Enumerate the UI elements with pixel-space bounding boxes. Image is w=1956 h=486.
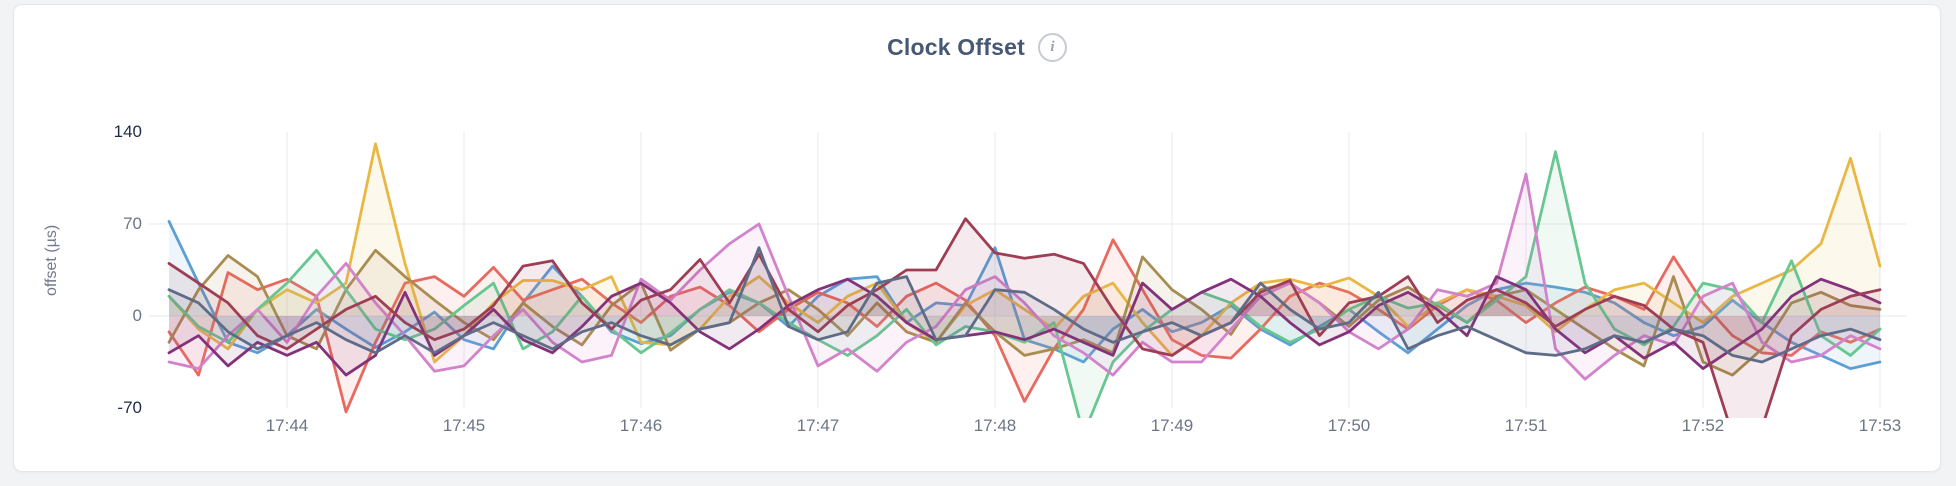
series-line-maroon [167, 217, 1882, 418]
y-axis-tick-label: 140 [113, 122, 142, 141]
x-axis-tick-label: 17:47 [796, 416, 840, 435]
series-area-gold [169, 143, 1880, 362]
x-axis-tick-label: 17:46 [619, 416, 663, 435]
clock-offset-chart-card: Clock Offset i offset (µs) 17:44 17:45 17:… [13, 4, 1941, 472]
series-line-gold [167, 142, 1882, 364]
x-axis-tick-label: 17:50 [1327, 416, 1371, 435]
series-line-green [167, 150, 1882, 418]
plot-area[interactable] [149, 105, 1906, 418]
chart-header: Clock Offset i [14, 33, 1940, 62]
series-area-plum [169, 276, 1880, 376]
y-axis-label: offset (µs) [43, 224, 60, 296]
y-axis-tick-label: 70 [123, 214, 142, 233]
x-axis-tick-label: 17:52 [1681, 416, 1725, 435]
series-line-orchid [167, 172, 1882, 381]
x-axis-tick-label: 17:53 [1858, 416, 1902, 435]
x-axis-tick-label: 17:49 [1150, 416, 1194, 435]
x-axis-tick-label: 17:51 [1504, 416, 1548, 435]
x-axis-tick-label: 17:45 [442, 416, 486, 435]
x-axis-tick-label: 17:48 [973, 416, 1017, 435]
info-icon[interactable]: i [1037, 33, 1067, 62]
chart-title: Clock Offset [887, 34, 1025, 60]
series-line-slate [167, 246, 1882, 364]
series-area-slate [169, 247, 1880, 362]
y-axis-tick-label: 0 [132, 306, 142, 325]
x-axis-tick-label: 17:44 [265, 416, 309, 435]
series-area-red [169, 239, 1880, 412]
y-axis-tick-label: -70 [117, 398, 142, 417]
series-line-red [167, 238, 1882, 414]
series-area-green [169, 151, 1880, 418]
